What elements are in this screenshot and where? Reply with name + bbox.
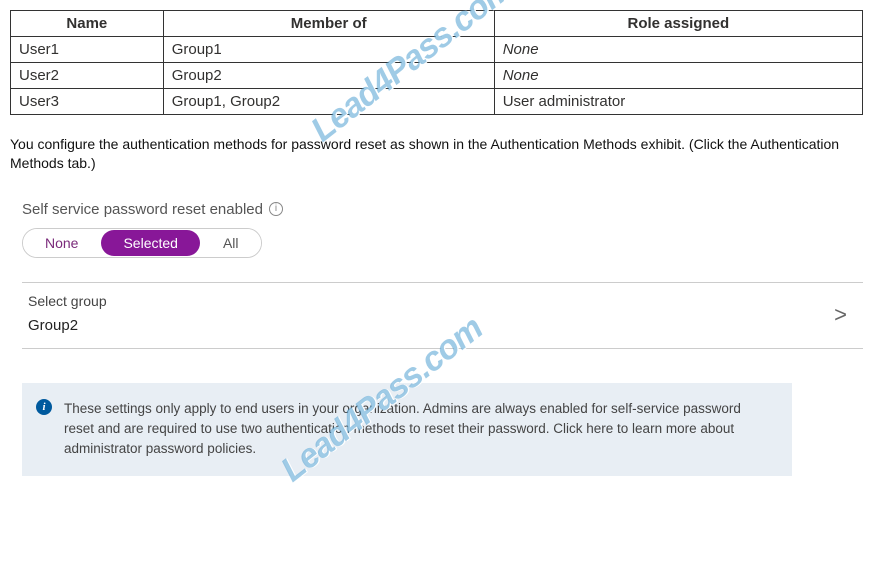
sspr-section: Self service password reset enabled i No… — [10, 201, 863, 476]
cell-name: User3 — [11, 89, 164, 115]
description-text: You configure the authentication methods… — [10, 135, 863, 173]
sspr-option-all[interactable]: All — [201, 229, 261, 257]
cell-role: None — [494, 37, 862, 63]
cell-member-of: Group1 — [163, 37, 494, 63]
table-row: User1 Group1 None — [11, 37, 863, 63]
sspr-label: Self service password reset enabled — [22, 201, 263, 218]
col-member-of: Member of — [163, 11, 494, 37]
col-role: Role assigned — [494, 11, 862, 37]
cell-name: User2 — [11, 63, 164, 89]
select-group-label: Select group — [28, 293, 857, 309]
sspr-option-selected[interactable]: Selected — [101, 230, 199, 256]
sspr-option-none[interactable]: None — [23, 229, 100, 257]
info-filled-icon: i — [36, 399, 52, 415]
cell-member-of: Group1, Group2 — [163, 89, 494, 115]
col-name: Name — [11, 11, 164, 37]
table-row: User2 Group2 None — [11, 63, 863, 89]
chevron-right-icon: > — [834, 302, 847, 328]
select-group-row[interactable]: Select group Group2 > — [22, 283, 863, 349]
sspr-segmented-control: None Selected All — [22, 228, 262, 258]
table-row: User3 Group1, Group2 User administrator — [11, 89, 863, 115]
info-box: i These settings only apply to end users… — [22, 383, 792, 476]
cell-name: User1 — [11, 37, 164, 63]
table-header-row: Name Member of Role assigned — [11, 11, 863, 37]
users-table: Name Member of Role assigned User1 Group… — [10, 10, 863, 115]
info-icon[interactable]: i — [269, 202, 283, 216]
info-box-text: These settings only apply to end users i… — [64, 401, 741, 457]
cell-member-of: Group2 — [163, 63, 494, 89]
sspr-label-row: Self service password reset enabled i — [22, 201, 863, 218]
cell-role: User administrator — [494, 89, 862, 115]
cell-role: None — [494, 63, 862, 89]
select-group-value: Group2 — [28, 317, 857, 334]
